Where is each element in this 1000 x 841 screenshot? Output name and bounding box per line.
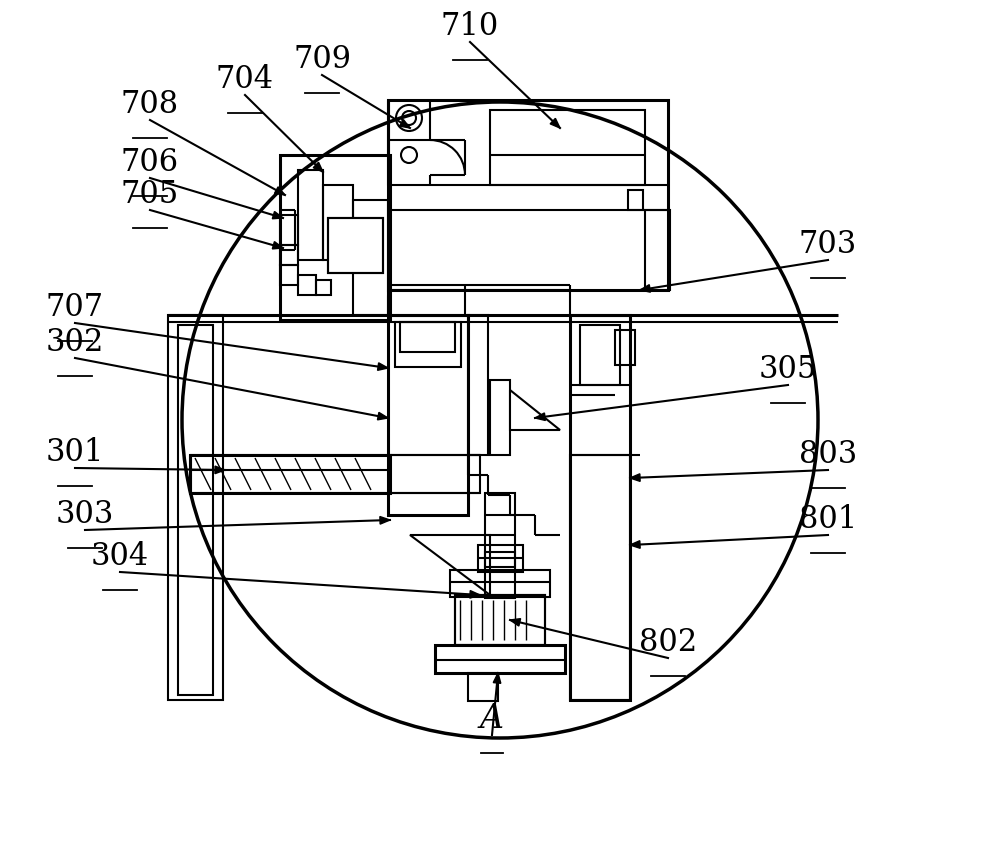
Bar — [168, 315, 223, 700]
Polygon shape — [510, 619, 521, 626]
Bar — [478, 545, 523, 572]
Polygon shape — [274, 187, 285, 195]
Bar — [388, 100, 668, 290]
Bar — [468, 673, 498, 701]
Polygon shape — [510, 390, 560, 430]
Bar — [435, 645, 565, 673]
Bar — [353, 200, 388, 315]
Bar — [395, 322, 461, 367]
Bar — [485, 552, 515, 567]
Polygon shape — [493, 673, 501, 684]
Bar — [455, 595, 545, 645]
Bar — [280, 215, 298, 245]
Polygon shape — [399, 119, 410, 128]
Text: 709: 709 — [293, 44, 351, 75]
Polygon shape — [630, 541, 640, 548]
Polygon shape — [272, 211, 283, 219]
Polygon shape — [470, 590, 480, 598]
Text: 708: 708 — [121, 89, 179, 120]
Bar — [390, 455, 480, 493]
Bar — [450, 570, 550, 597]
Bar — [280, 155, 390, 320]
Bar — [628, 190, 643, 210]
Bar — [328, 218, 383, 273]
Bar — [298, 170, 323, 260]
Bar — [468, 315, 488, 455]
Polygon shape — [313, 162, 323, 172]
Text: 710: 710 — [441, 11, 499, 42]
Bar — [328, 218, 383, 273]
Bar — [298, 275, 316, 295]
Polygon shape — [535, 413, 545, 420]
Text: 801: 801 — [799, 504, 857, 535]
Text: 802: 802 — [639, 627, 697, 658]
Text: A: A — [480, 703, 504, 735]
Bar — [615, 330, 635, 365]
Text: 301: 301 — [46, 437, 104, 468]
Bar — [323, 185, 353, 260]
Text: 703: 703 — [799, 229, 857, 260]
Bar — [580, 325, 620, 385]
Bar — [490, 110, 645, 185]
Bar — [388, 315, 468, 515]
Bar — [570, 455, 630, 700]
Text: 305: 305 — [759, 354, 817, 385]
Text: 707: 707 — [46, 292, 104, 323]
Bar — [190, 455, 390, 493]
Text: 304: 304 — [91, 541, 149, 572]
Polygon shape — [377, 412, 388, 420]
Polygon shape — [550, 119, 560, 128]
Text: 704: 704 — [216, 64, 274, 95]
Polygon shape — [410, 535, 490, 595]
Text: 303: 303 — [56, 499, 114, 530]
Bar — [280, 245, 298, 265]
Text: 705: 705 — [121, 179, 179, 210]
Bar — [570, 315, 630, 700]
Bar — [645, 210, 670, 290]
Polygon shape — [215, 466, 225, 473]
Polygon shape — [378, 362, 388, 370]
Text: 302: 302 — [46, 327, 104, 358]
Bar — [280, 265, 298, 285]
Bar — [490, 380, 510, 455]
Bar — [316, 280, 331, 295]
Text: 706: 706 — [121, 147, 179, 178]
Bar — [178, 325, 213, 695]
Polygon shape — [630, 473, 640, 481]
Polygon shape — [272, 241, 283, 249]
Text: 803: 803 — [799, 439, 857, 470]
Bar — [485, 493, 515, 598]
Bar — [455, 595, 545, 645]
Polygon shape — [640, 284, 650, 292]
Polygon shape — [380, 516, 390, 524]
Bar — [400, 322, 455, 352]
